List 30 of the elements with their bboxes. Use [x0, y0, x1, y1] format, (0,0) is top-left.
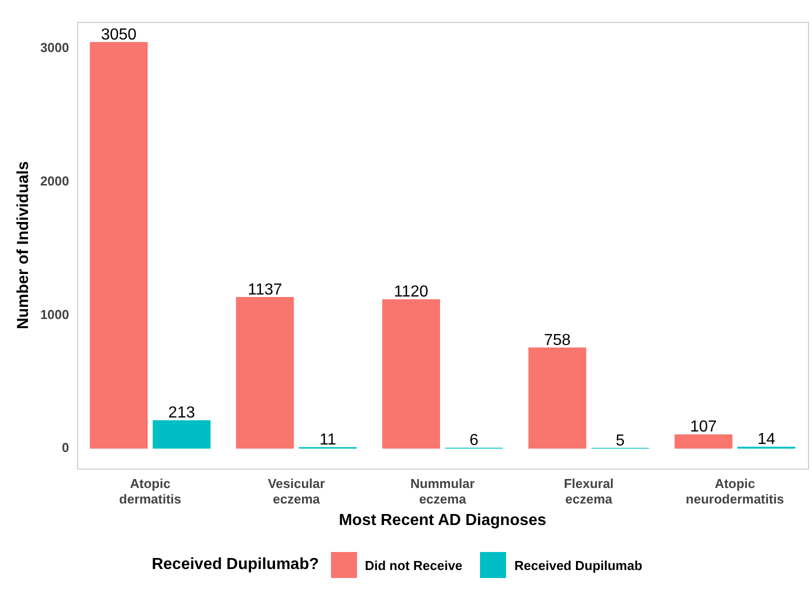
- legend-title: Received Dupilumab?: [152, 556, 319, 574]
- y-tick-label: 2000: [40, 174, 70, 189]
- x-tick-label: Atopic dermatitis: [119, 476, 182, 507]
- data-label: 1137: [248, 281, 282, 298]
- data-label: 14: [757, 431, 776, 448]
- bar: [152, 420, 211, 449]
- x-tick-label: Flexural eczema: [564, 476, 614, 507]
- data-label: 5: [616, 432, 625, 450]
- data-label: 11: [320, 432, 336, 449]
- bar: [382, 299, 440, 449]
- bar: [236, 297, 294, 449]
- legend-label: Did not Receive: [364, 558, 462, 572]
- data-label: 758: [544, 332, 571, 349]
- x-tick-label: Atopic neurodermatitis: [686, 476, 784, 507]
- y-tick-label: 1000: [40, 306, 70, 322]
- x-tick-label: Vesicular eczema: [268, 476, 325, 507]
- bar: [528, 348, 586, 449]
- data-label: 213: [168, 404, 196, 422]
- y-tick-label: 3000: [40, 40, 70, 56]
- y-axis-title: Number of Individuals: [15, 161, 32, 330]
- x-axis-title: Most Recent AD Diagnoses: [338, 512, 546, 529]
- legend-label: Received Dupilumab: [514, 558, 642, 572]
- data-label: 6: [470, 432, 479, 450]
- data-label: 3050: [100, 26, 137, 44]
- y-tick-label: 0: [62, 440, 70, 456]
- bar: [90, 42, 148, 449]
- data-label: 1120: [394, 284, 428, 301]
- x-tick-label: Nummular eczema: [410, 476, 475, 507]
- data-label: 107: [690, 418, 717, 436]
- bar: [674, 434, 732, 449]
